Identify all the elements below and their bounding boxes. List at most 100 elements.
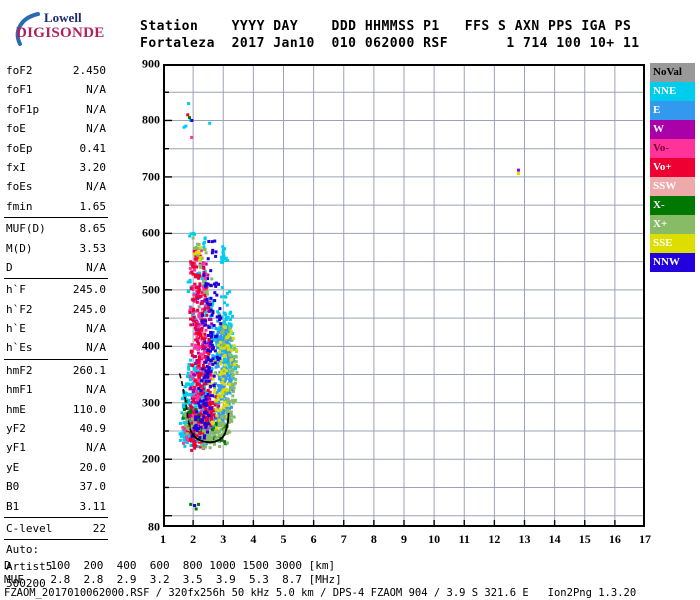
legend-item-vo[interactable]: Vo- — [650, 139, 695, 158]
logo-digisonde-text: DIGISONDE — [16, 25, 105, 41]
y-tick-900: 900 — [142, 56, 160, 71]
param-value: N/A — [86, 102, 106, 116]
param-row-fof1: foF1 N/A — [4, 80, 108, 99]
legend-item-x[interactable]: X- — [650, 196, 695, 215]
param-group-auto: Auto: Artist5 500200 — [4, 540, 108, 593]
auto-line-2: 500200 — [6, 577, 46, 591]
param-row-clevel: C-level 22 — [4, 519, 108, 538]
x-tick-13: 13 — [518, 532, 531, 546]
param-row-mufd: MUF(D) 8.65 — [4, 219, 108, 238]
legend-item-w[interactable]: W — [650, 120, 695, 139]
param-divider-5 — [4, 539, 108, 541]
param-group-frequencies: foF2 2.450 foF1 N/A foF1p N/A foE N/A foEp 0.41 fx… — [4, 60, 108, 217]
legend-item-noval[interactable]: NoVal — [650, 63, 695, 82]
param-value: N/A — [86, 260, 106, 274]
param-value: N/A — [86, 322, 106, 336]
param-divider-4 — [4, 516, 108, 518]
x-tick-14: 14 — [548, 532, 561, 546]
param-row-ye: yE 20.0 — [4, 458, 108, 477]
station-header: Station YYYY DAY DDD HHMMSS P1 FFS S AXN… — [140, 18, 640, 52]
param-value: N/A — [86, 122, 106, 136]
x-axis-tick-labels: 1 2 3 4 5 6 7 8 9 10 11 12 13 14 15 16 17 — [160, 532, 651, 552]
param-row-foes: foEs N/A — [4, 177, 108, 196]
param-row-foe: foE N/A — [4, 119, 108, 138]
param-key: foE — [6, 122, 26, 136]
muf-table-row-distance: D 100 200 400 600 800 1000 1500 3000 [km… — [4, 559, 336, 572]
param-value: 1.65 — [79, 199, 107, 213]
series-nnw-cluster — [190, 239, 223, 440]
x-tick-8: 8 — [370, 532, 377, 546]
param-value: 22 — [92, 521, 106, 535]
param-key: h`F2 — [6, 302, 33, 316]
ionogram-plot[interactable] — [163, 64, 645, 527]
param-value: 3.11 — [79, 499, 107, 513]
param-group-virtual-heights: h`F 245.0 h`F2 245.0 h`E N/A h`Es N/A — [4, 279, 108, 359]
param-key: MUF(D) — [6, 222, 46, 236]
param-row-fof2: foF2 2.450 — [4, 61, 108, 80]
param-row-yf1: yF1 N/A — [4, 438, 108, 457]
param-group-profile: hmF2 260.1 hmF1 N/A hmE 110.0 yF2 40.9 yF1 N/A yE 2… — [4, 360, 108, 517]
plot-frame — [163, 64, 645, 527]
legend-item-vo[interactable]: Vo+ — [650, 158, 695, 177]
x-tick-9: 9 — [401, 532, 407, 546]
lowell-digisonde-logo: Lowell DIGISONDE — [8, 8, 128, 48]
param-row-foep: foEp 0.41 — [4, 139, 108, 158]
x-tick-5: 5 — [280, 532, 287, 546]
param-row-fof1p: foF1p N/A — [4, 100, 108, 119]
param-key: foEp — [6, 141, 33, 155]
y-tick-800: 800 — [142, 112, 160, 127]
muf-table-row-muf: MUF 2.8 2.8 2.9 3.2 3.5 3.9 5.3 8.7 [MHz… — [4, 572, 342, 586]
legend-item-nnw[interactable]: NNW — [650, 253, 695, 272]
param-key: B1 — [6, 499, 20, 513]
param-value: N/A — [86, 341, 106, 355]
x-tick-7: 7 — [340, 532, 347, 546]
legend-item-nne[interactable]: NNE — [650, 82, 695, 101]
x-tick-15: 15 — [578, 532, 591, 546]
param-value: 37.0 — [79, 480, 107, 494]
header-values-row: Fortaleza 2017 Jan10 010 062000 RSF 1 71… — [140, 36, 640, 51]
param-group-muf: MUF(D) 8.65 M(D) 3.53 D N/A — [4, 218, 108, 278]
artist-autoscaled-trace — [178, 373, 230, 444]
x-tick-16: 16 — [608, 532, 621, 546]
legend-item-sse[interactable]: SSE — [650, 234, 695, 253]
param-value: 40.9 — [79, 422, 107, 436]
param-row-b1: B1 3.11 — [4, 497, 108, 516]
legend-item-e[interactable]: E — [650, 101, 695, 120]
param-key: hmF1 — [6, 383, 33, 397]
param-key: foF1 — [6, 83, 33, 97]
param-row-hme: hmE 110.0 — [4, 400, 108, 419]
param-value: 20.0 — [79, 460, 107, 474]
legend-item-ssw[interactable]: SSW — [650, 177, 695, 196]
param-row-hmf2: hmF2 260.1 — [4, 361, 108, 380]
param-key: hmF2 — [6, 363, 33, 377]
param-row-hmf1: hmF1 N/A — [4, 380, 108, 399]
param-key: h`E — [6, 322, 26, 336]
param-value: 110.0 — [72, 402, 106, 416]
param-key: D — [6, 260, 13, 274]
x-tick-6: 6 — [310, 532, 317, 546]
param-key: yF1 — [6, 441, 26, 455]
param-key: yE — [6, 460, 20, 474]
ionogram-canvas[interactable] — [163, 64, 645, 527]
x-tick-11: 11 — [458, 532, 470, 546]
param-key: foF2 — [6, 64, 33, 77]
param-value: N/A — [86, 441, 106, 455]
param-group-clevel: C-level 22 — [4, 518, 108, 539]
y-tick-400: 400 — [142, 338, 160, 353]
y-tick-200: 200 — [142, 451, 160, 466]
param-value: 3.53 — [79, 241, 107, 255]
muf-distance-table: D 100 200 400 600 800 1000 1500 3000 [km… — [4, 559, 342, 586]
param-row-he: h`E N/A — [4, 319, 108, 338]
param-key: M(D) — [6, 241, 33, 255]
param-row-hf: h`F 245.0 — [4, 280, 108, 299]
logo-arc-icon — [15, 12, 40, 46]
param-key: C-level — [6, 521, 53, 535]
x-tick-3: 3 — [220, 532, 227, 546]
x-tick-12: 12 — [488, 532, 501, 546]
echo-scatter-points — [178, 102, 520, 511]
param-value: 8.65 — [79, 222, 107, 236]
x-tick-10: 10 — [428, 532, 441, 546]
param-value: 245.0 — [72, 283, 106, 297]
legend-item-x[interactable]: X+ — [650, 215, 695, 234]
param-value: N/A — [86, 180, 106, 194]
